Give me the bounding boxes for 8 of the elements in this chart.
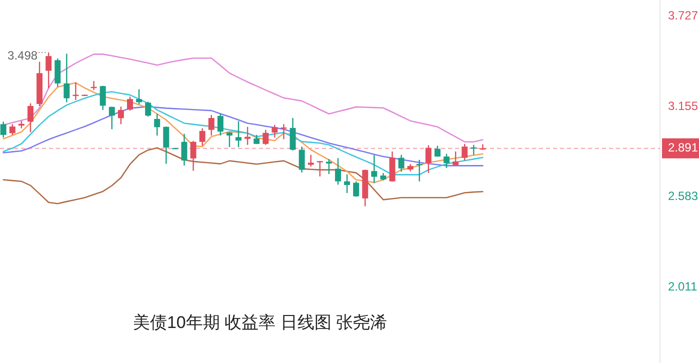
ref-line-label: 2.891 [668, 140, 698, 154]
y-tick-label: 3.155 [668, 98, 698, 113]
text: 美债10年期 收益率 日线图 张尧浠 [132, 313, 388, 332]
annotation: 3.498 [8, 48, 46, 63]
y-tick-label: 2.011 [668, 280, 698, 294]
annotation: 3.498 [8, 48, 38, 63]
y-tick-label: 3.727 [668, 8, 698, 22]
y-tick-label: 2.583 [668, 189, 698, 204]
